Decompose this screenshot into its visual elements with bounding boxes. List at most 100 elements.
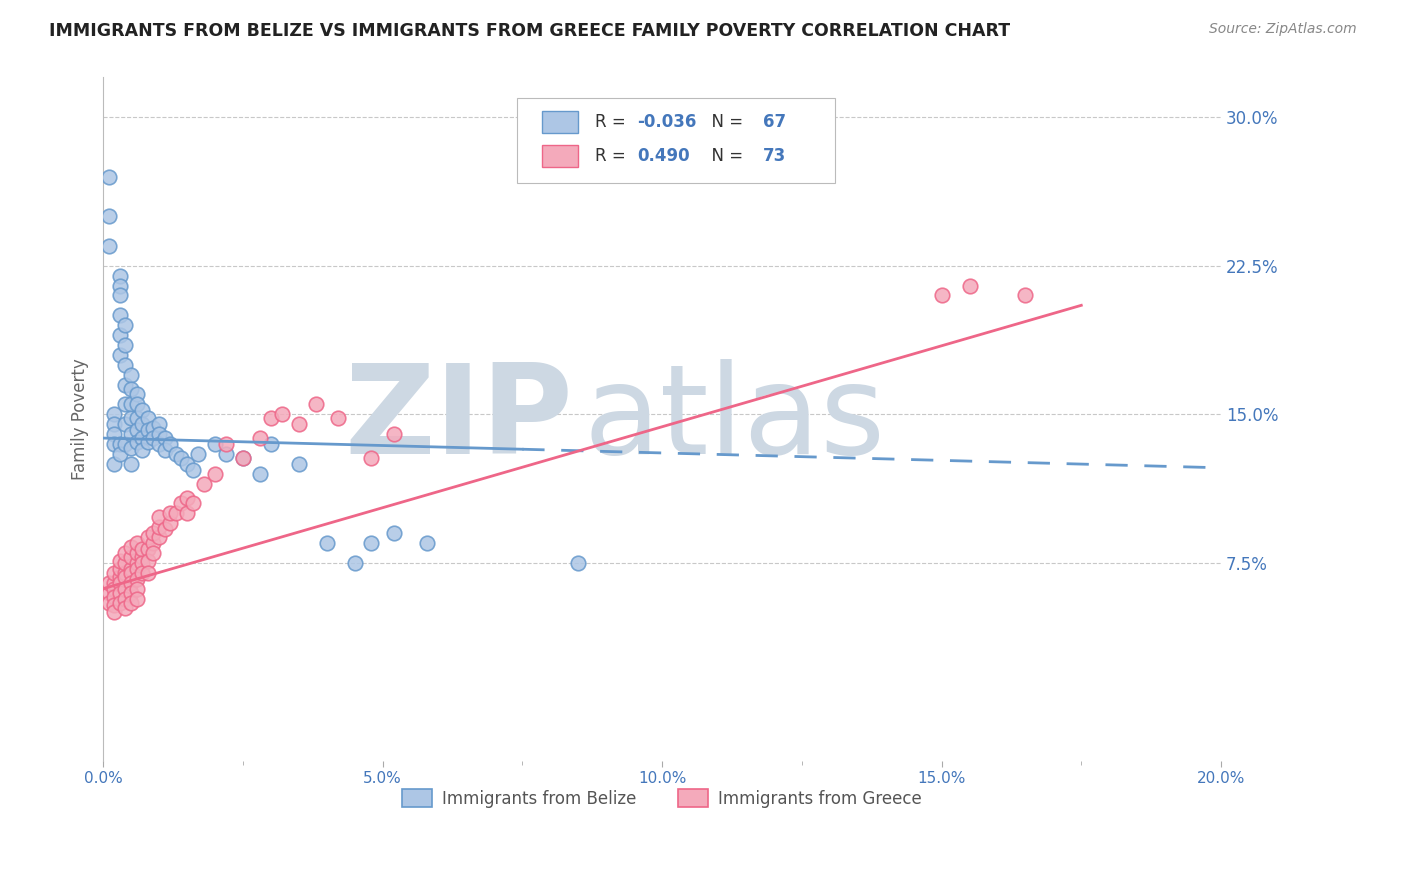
Point	[176, 457, 198, 471]
Point	[142, 546, 165, 560]
Point	[120, 397, 142, 411]
Point	[148, 417, 170, 432]
Point	[148, 427, 170, 442]
Point	[114, 358, 136, 372]
Point	[136, 542, 159, 557]
Point	[103, 566, 125, 580]
Point	[159, 516, 181, 531]
Point	[108, 268, 131, 283]
Point	[108, 328, 131, 343]
Point	[125, 387, 148, 401]
Point	[125, 435, 148, 450]
Point	[326, 411, 349, 425]
Point	[260, 411, 283, 425]
Point	[103, 407, 125, 421]
Point	[131, 442, 153, 457]
Text: R =: R =	[595, 113, 631, 131]
Point	[114, 591, 136, 606]
Point	[114, 566, 136, 580]
Point	[131, 417, 153, 432]
Text: 67: 67	[762, 113, 786, 131]
Point	[97, 596, 120, 610]
FancyBboxPatch shape	[543, 111, 578, 133]
Point	[114, 417, 136, 432]
Point	[287, 457, 309, 471]
Point	[1014, 288, 1036, 302]
Text: N =: N =	[702, 147, 748, 165]
Point	[176, 507, 198, 521]
Point	[165, 507, 187, 521]
Point	[187, 447, 209, 461]
Point	[315, 536, 337, 550]
Point	[232, 450, 254, 465]
Point	[120, 427, 142, 442]
Point	[176, 491, 198, 505]
Point	[148, 530, 170, 544]
Text: -0.036: -0.036	[637, 113, 697, 131]
Point	[131, 403, 153, 417]
Point	[108, 570, 131, 584]
FancyBboxPatch shape	[543, 145, 578, 167]
Point	[103, 575, 125, 590]
Point	[120, 540, 142, 554]
Point	[165, 447, 187, 461]
Point	[232, 450, 254, 465]
Text: Source: ZipAtlas.com: Source: ZipAtlas.com	[1209, 22, 1357, 37]
Point	[114, 556, 136, 570]
Point	[131, 566, 153, 580]
Point	[97, 239, 120, 253]
Point	[103, 437, 125, 451]
Point	[108, 575, 131, 590]
Point	[125, 411, 148, 425]
Point	[114, 318, 136, 333]
Point	[125, 556, 148, 570]
Point	[108, 585, 131, 599]
Point	[136, 423, 159, 437]
Text: ZIP: ZIP	[344, 359, 572, 480]
Text: R =: R =	[595, 147, 637, 165]
Point	[931, 288, 953, 302]
Point	[108, 447, 131, 461]
Point	[97, 209, 120, 223]
Point	[360, 536, 382, 550]
Point	[343, 556, 366, 570]
Point	[108, 437, 131, 451]
Point	[181, 463, 204, 477]
Point	[114, 601, 136, 615]
Point	[136, 566, 159, 580]
Point	[204, 467, 226, 481]
Point	[125, 397, 148, 411]
Point	[260, 437, 283, 451]
Point	[148, 510, 170, 524]
Point	[125, 572, 148, 586]
Point	[114, 377, 136, 392]
Point	[103, 606, 125, 620]
Point	[103, 598, 125, 612]
Point	[114, 570, 136, 584]
Point	[142, 421, 165, 435]
Point	[120, 549, 142, 564]
Point	[114, 437, 136, 451]
Point	[249, 467, 271, 481]
Point	[103, 582, 125, 596]
Point	[120, 368, 142, 382]
Point	[97, 575, 120, 590]
Point	[382, 427, 405, 442]
Point	[103, 590, 125, 604]
Point	[120, 575, 142, 590]
Point	[120, 585, 142, 599]
Point	[108, 554, 131, 568]
Point	[136, 411, 159, 425]
Point	[959, 278, 981, 293]
Point	[103, 427, 125, 442]
Point	[131, 556, 153, 570]
Point	[125, 536, 148, 550]
Point	[159, 437, 181, 451]
Point	[148, 437, 170, 451]
FancyBboxPatch shape	[517, 98, 835, 184]
Text: IMMIGRANTS FROM BELIZE VS IMMIGRANTS FROM GREECE FAMILY POVERTY CORRELATION CHAR: IMMIGRANTS FROM BELIZE VS IMMIGRANTS FRO…	[49, 22, 1011, 40]
Point	[142, 526, 165, 541]
Point	[125, 562, 148, 576]
Point	[120, 457, 142, 471]
Point	[114, 338, 136, 352]
